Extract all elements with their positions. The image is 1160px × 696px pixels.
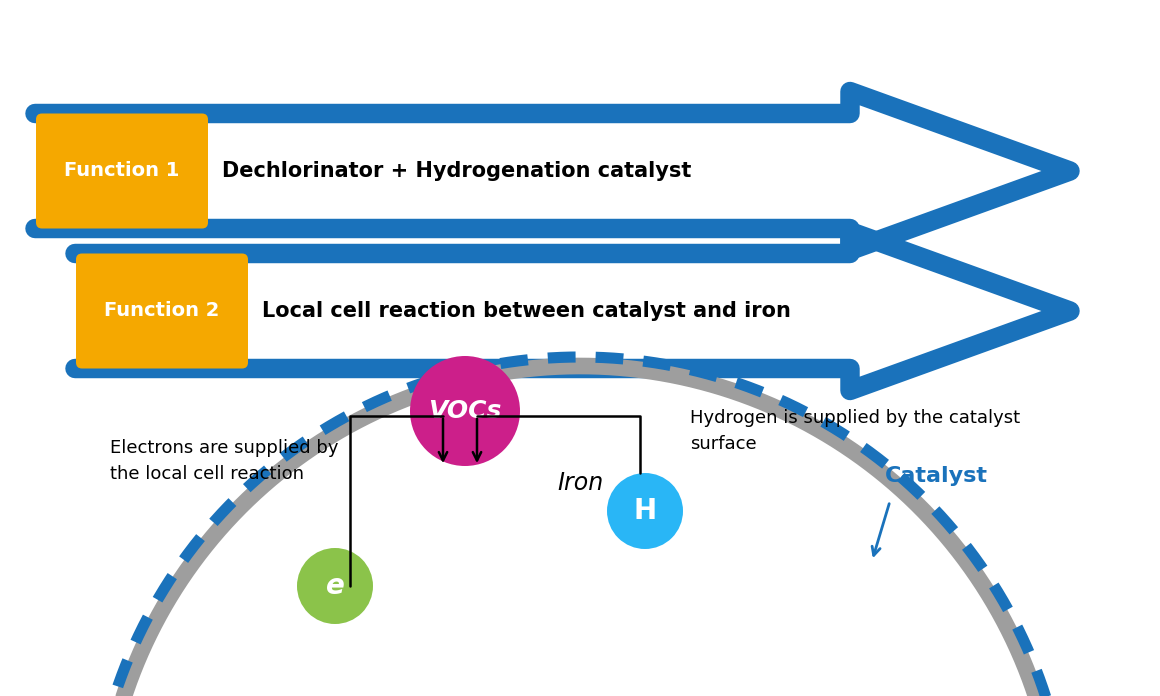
Circle shape xyxy=(409,356,520,466)
Circle shape xyxy=(297,548,374,624)
Text: Local cell reaction between catalyst and iron: Local cell reaction between catalyst and… xyxy=(262,301,791,321)
Text: H: H xyxy=(633,497,657,525)
Text: Electrons are supplied by
the local cell reaction: Electrons are supplied by the local cell… xyxy=(110,438,339,483)
FancyBboxPatch shape xyxy=(77,253,248,368)
Text: Dechlorinator + Hydrogenation catalyst: Dechlorinator + Hydrogenation catalyst xyxy=(222,161,691,181)
PathPatch shape xyxy=(35,91,1070,251)
Text: Hydrogen is supplied by the catalyst
surface: Hydrogen is supplied by the catalyst sur… xyxy=(690,409,1020,453)
FancyBboxPatch shape xyxy=(36,113,208,228)
Circle shape xyxy=(607,473,683,549)
Text: Function 1: Function 1 xyxy=(64,161,180,180)
Text: Iron: Iron xyxy=(557,471,603,495)
Text: Function 2: Function 2 xyxy=(104,301,219,320)
Text: e: e xyxy=(326,572,345,600)
PathPatch shape xyxy=(75,232,1070,390)
Text: Catalyst: Catalyst xyxy=(885,466,988,486)
Text: VOCs: VOCs xyxy=(428,399,501,423)
